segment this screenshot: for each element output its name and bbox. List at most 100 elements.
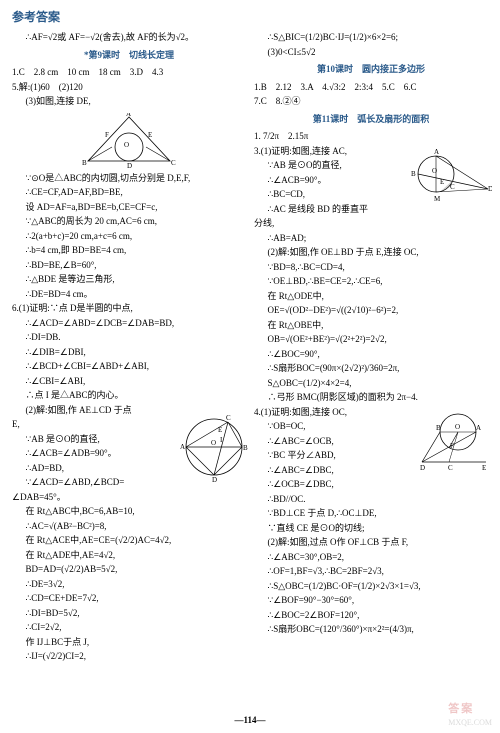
text-line: ∵BD=8,∴BC=CD=4,: [254, 261, 488, 275]
text-line: ∠DAB=45°。: [12, 491, 246, 505]
text-line: ∴∠BOC=2∠BOF=120°,: [254, 609, 488, 623]
text-line: 在 Rt△ADE中,AE=4√2,: [12, 549, 246, 563]
text-line: ∴∠BCD+∠CBI=∠ABD+∠ABI,: [12, 360, 246, 374]
text-line: OB=√(OE²+BE²)=√(2²+2²)=2√2,: [254, 333, 488, 347]
text-line: ∵⊙O是△ABC的内切圆,切点分别是 D,E,F,: [12, 172, 246, 186]
text-line: ∴CE=CF,AD=AF,BD=BE,: [12, 186, 246, 200]
text-line: ∴IJ=(√2/2)CI=2,: [12, 650, 246, 664]
text-line: (2)解:如图,过点 O作 OF⊥CB 于点 F,: [254, 536, 488, 550]
text-line: ∴BD=BE,∠B=60°,: [12, 259, 246, 273]
svg-text:O: O: [211, 439, 216, 447]
svg-text:O: O: [432, 167, 437, 175]
text-line: (3)0<CI≤5√2: [254, 46, 488, 60]
svg-text:O: O: [124, 141, 129, 149]
text-line: ∴∠DIB=∠DBI,: [12, 346, 246, 360]
circle-bisector-figure: A B O C D E F: [418, 410, 490, 472]
text-line: ∴∠OCB=∠DBC,: [254, 478, 488, 492]
text-line: OE=√(OD²−DE²)=√((2√10)²−6²)=2,: [254, 304, 488, 318]
text-line: ∴S扇形OBC=(120°/360°)×π×2²=(4/3)π,: [254, 623, 488, 637]
text-line: 设 AD=AF=a,BD=BE=b,CE=CF=c,: [12, 201, 246, 215]
svg-text:O: O: [455, 423, 460, 431]
text-line: ∴△BDE 是等边三角形,: [12, 273, 246, 287]
triangle-incircle-figure: A B C F E D O: [12, 113, 246, 168]
text-line: 1. 7/2π 2.15π: [254, 130, 488, 144]
text-line: ∵直线 CE 是⊙O的切线;: [254, 522, 488, 536]
svg-text:C: C: [171, 159, 176, 167]
svg-text:E: E: [218, 426, 222, 434]
svg-text:M: M: [434, 195, 441, 203]
text-line: 作 IJ⊥BC于点 J,: [12, 636, 246, 650]
watermark-url: MXQE.COM: [448, 717, 492, 729]
svg-text:C: C: [226, 414, 231, 422]
text-line: ∴弓形 BMC(阴影区域)的面积为 2π−4.: [254, 391, 488, 405]
svg-text:C: C: [450, 183, 455, 191]
answer-key-header: 参考答案: [12, 8, 488, 26]
text-line: (3)如图,连接 DE,: [12, 95, 246, 109]
text-line: ∴AC=√(AB²−BC²)=8,: [12, 520, 246, 534]
svg-text:B: B: [436, 424, 441, 432]
text-line: 在 Rt△ACE中,AE=CE=(√2/2)AC=4√2,: [12, 534, 246, 548]
text-line: ∴S△BIC=(1/2)BC·IJ=(1/2)×6×2=6;: [254, 31, 488, 45]
text-line: 5.解:(1)60 (2)120: [12, 81, 246, 95]
text-line: ∵∠BOF=90°−30°=60°,: [254, 594, 488, 608]
text-line: 分线,: [254, 217, 488, 231]
svg-text:B: B: [411, 170, 416, 178]
text-line: ∵OE⊥BD,∴BE=CE=2,∴CE=6,: [254, 275, 488, 289]
text-line: S△OBC=(1/2)×4×2=4,: [254, 377, 488, 391]
text-line: ∴b=4 cm,即 BD=BE=4 cm,: [12, 244, 246, 258]
svg-text:F: F: [105, 131, 109, 139]
text-line: ∵BD⊥CE 于点 D,∴OC⊥DE,: [254, 507, 488, 521]
lesson-9-title: *第9课时 切线长定理: [12, 49, 246, 63]
watermark-title: 答案: [448, 701, 492, 718]
left-column: ∴AF=√2或 AF=−√2(舍去),故 AF的长为√2。 *第9课时 切线长定…: [12, 30, 246, 665]
svg-text:B: B: [243, 444, 248, 452]
svg-text:E: E: [440, 178, 444, 186]
svg-text:E: E: [148, 131, 152, 139]
watermark: 答案 MXQE.COM: [448, 701, 492, 730]
text-line: 1.C 2.8 cm 10 cm 18 cm 3.D 4.3: [12, 66, 246, 80]
text-line: ∴DI=DB.: [12, 331, 246, 345]
text-line: ∴∠BOC=90°,: [254, 348, 488, 362]
text-line: ∴BD//OC.: [254, 493, 488, 507]
text-line: ∴∠ACD=∠ABD=∠DCB=∠DAB=BD,: [12, 317, 246, 331]
content-columns: ∴AF=√2或 AF=−√2(舍去),故 AF的长为√2。 *第9课时 切线长定…: [12, 30, 488, 665]
svg-text:F: F: [450, 442, 454, 450]
text-line: ∴点 I 是△ABC的内心。: [12, 389, 246, 403]
svg-text:A: A: [180, 443, 185, 451]
text-line: ∴S△OBC=(1/2)BC·OF=(1/2)×2√3×1=√3,: [254, 580, 488, 594]
text-line: 在 Rt△ODE中,: [254, 290, 488, 304]
svg-text:E: E: [482, 464, 486, 472]
text-line: ∴∠ABC=30°,OB=2,: [254, 551, 488, 565]
text-line: ∴∠CBI=∠ABI,: [12, 375, 246, 389]
text-line: ∴DE=BD=4 cm。: [12, 288, 246, 302]
svg-text:D: D: [488, 185, 492, 193]
text-line: ∴CI=2√2,: [12, 621, 246, 635]
text-line: ∴AF=√2或 AF=−√2(舍去),故 AF的长为√2。: [12, 31, 246, 45]
circle-tangent-figure: A B D C O M E: [410, 149, 492, 207]
text-line: 6.(1)证明:∵点 D是半圆的中点,: [12, 302, 246, 316]
text-line: ∵△ABC的周长为 20 cm,AC=6 cm,: [12, 215, 246, 229]
text-line: ∴DI=BD=5√2,: [12, 607, 246, 621]
text-line: ∴OF=1,BF=√3,∴BC=2BF=2√3,: [254, 565, 488, 579]
right-column: ∴S△BIC=(1/2)BC·IJ=(1/2)×6×2=6; (3)0<CI≤5…: [254, 30, 488, 665]
text-line: ∴2(a+b+c)=20 cm,a+c=6 cm,: [12, 230, 246, 244]
lesson-11-title: 第11课时 弧长及扇形的面积: [254, 113, 488, 127]
svg-text:D: D: [127, 162, 132, 168]
page-number: —114—: [234, 714, 265, 728]
svg-text:D: D: [212, 476, 217, 482]
text-line: 在 Rt△ABC中,BC=6,AB=10,: [12, 505, 246, 519]
svg-text:A: A: [434, 149, 439, 156]
text-line: ∴CD=CE+DE=7√2,: [12, 592, 246, 606]
text-line: BD=AD=(√2/2)AB=5√2,: [12, 563, 246, 577]
svg-text:C: C: [448, 464, 453, 472]
circle-diameter-figure: C A B D O I E: [178, 412, 250, 482]
text-line: ∴AB=AD;: [254, 232, 488, 246]
text-line: (2)解:如图,作 OE⊥BD 于点 E,连接 OC,: [254, 246, 488, 260]
text-line: ∴DE=3√2,: [12, 578, 246, 592]
text-line: 7.C 8.②④: [254, 95, 488, 109]
lesson-10-title: 第10课时 圆内接正多边形: [254, 63, 488, 77]
text-line: 在 Rt△OBE中,: [254, 319, 488, 333]
text-line: ∴S扇形BOC=(90π×(2√2)²)/360=2π,: [254, 362, 488, 376]
svg-text:A: A: [126, 113, 131, 118]
svg-text:A: A: [476, 424, 481, 432]
